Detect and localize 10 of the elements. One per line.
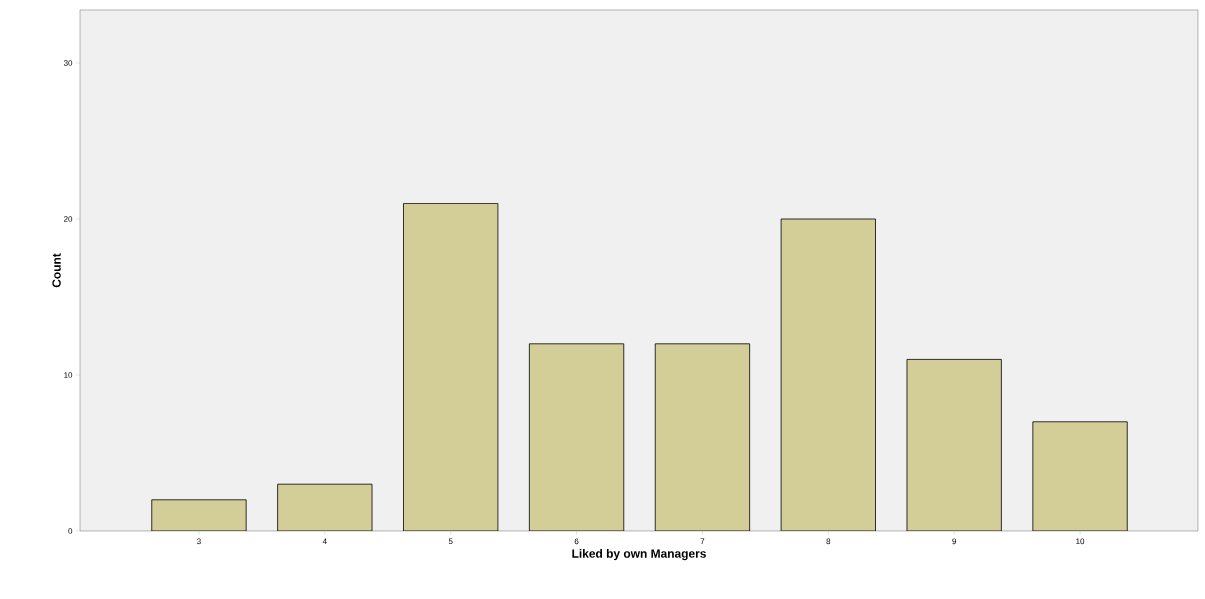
bar <box>403 203 499 531</box>
bar <box>654 343 751 531</box>
bar <box>780 218 876 531</box>
x-axis-title: Liked by own Managers <box>572 548 706 561</box>
bar <box>277 483 373 531</box>
y-axis-title: Count <box>52 253 61 288</box>
bar <box>906 359 1002 531</box>
bar <box>528 343 625 531</box>
bar <box>1032 421 1128 531</box>
bar <box>151 499 247 531</box>
